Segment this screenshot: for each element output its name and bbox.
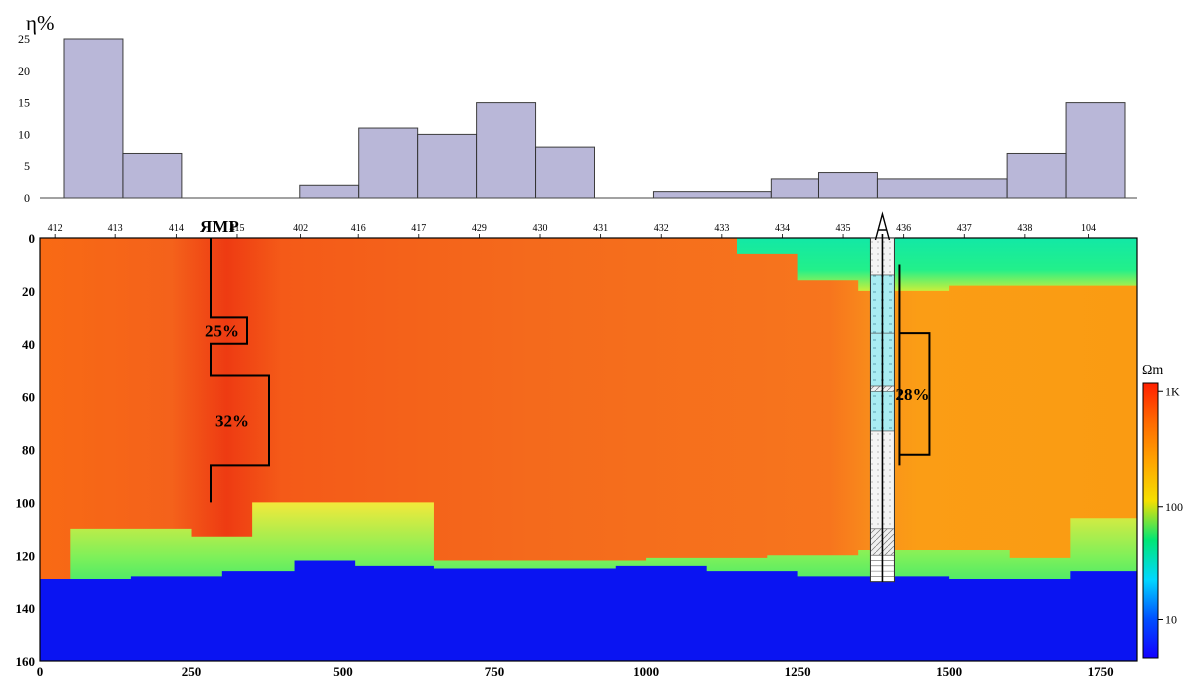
station-label: 104	[1081, 223, 1096, 234]
histogram-y-label: η%	[26, 11, 54, 35]
station-label: 432	[654, 223, 669, 234]
surface-conductive-layer	[664, 238, 1137, 291]
station-label: 434	[775, 223, 790, 234]
histogram-bar	[535, 146, 595, 199]
distance-tick-label: 1250	[785, 664, 811, 679]
station-label: 435	[836, 223, 851, 234]
colorbar-ticks: 1K 100 10	[1158, 384, 1183, 627]
station-label: 415	[229, 223, 244, 234]
depth-tick-label: 0	[29, 231, 36, 246]
histogram-y-tick: 5	[24, 159, 30, 173]
station-label: 414	[169, 223, 184, 234]
station-label: 413	[108, 223, 123, 234]
histogram-y-ticks: 0 5 10 15 20 25	[18, 32, 30, 205]
nmr-value-32: 32%	[215, 411, 249, 430]
colorbar-tick-label: 1K	[1165, 384, 1180, 398]
histogram-bar	[770, 178, 819, 199]
histogram-bar	[476, 102, 537, 199]
histogram-bar	[817, 172, 878, 199]
distance-tick-label: 1000	[633, 664, 659, 679]
distance-tick-label: 0	[37, 664, 44, 679]
histogram-bar	[1006, 152, 1067, 199]
resistivity-colorbar: Ωm 1K 100 10	[1142, 363, 1183, 659]
histogram-y-tick: 0	[24, 191, 30, 205]
depth-tick-label: 60	[22, 390, 35, 405]
station-label: 433	[714, 223, 729, 234]
colorbar-tick-label: 10	[1165, 613, 1177, 627]
station-labels: 412 413 414 415 402 416 417 429 430 431 432 433 434 4…	[48, 223, 1096, 240]
station-label: 437	[957, 223, 972, 234]
histogram-bar	[122, 152, 183, 199]
station-label: 438	[1017, 223, 1032, 234]
nmr-value-25: 25%	[205, 322, 239, 341]
drill-rig-icon	[874, 211, 891, 241]
distance-tick-label: 1750	[1088, 664, 1114, 679]
porosity-histogram: η% 0 5 10 15 20 25	[18, 11, 1137, 205]
borehole-profile-line	[898, 264, 931, 466]
resistivity-section: 0 20 40 60 80 100 120 140 160 0 250 500 750 1000 1250…	[16, 231, 1138, 679]
histogram-bar	[358, 127, 419, 199]
depth-tick-label: 20	[22, 284, 35, 299]
section-frame	[39, 237, 1138, 662]
depth-tick-label: 140	[16, 601, 36, 616]
station-label: 402	[293, 223, 308, 234]
borehole-value-28: 28%	[895, 385, 929, 404]
distance-tick-label: 500	[333, 664, 353, 679]
depth-tick-label: 100	[16, 495, 36, 510]
section-distance-ticks: 0 250 500 750 1000 1250 1500 1750	[37, 664, 1114, 679]
distance-tick-label: 250	[182, 664, 202, 679]
borehole-log	[869, 211, 895, 583]
histogram-y-tick: 10	[18, 127, 30, 141]
histogram-bars	[63, 38, 1126, 199]
depth-tick-label: 160	[16, 654, 36, 669]
nmr-profile-line	[210, 238, 270, 503]
conductive-basement	[40, 560, 1137, 661]
section-depth-ticks: 0 20 40 60 80 100 120 140 160	[16, 231, 36, 669]
borehole-porosity: 28%	[895, 264, 931, 466]
station-label: 436	[896, 223, 911, 234]
histogram-bar	[652, 191, 772, 199]
depth-tick-label: 80	[22, 443, 35, 458]
station-label: 431	[593, 223, 608, 234]
histogram-bar	[63, 38, 124, 199]
station-label: 417	[411, 223, 426, 234]
station-label: 416	[351, 223, 366, 234]
colorbar-unit-label: Ωm	[1142, 363, 1163, 378]
colorbar-tick-label: 100	[1165, 500, 1183, 514]
nmr-profile: ЯМР 25% 32%	[200, 217, 270, 503]
station-label: 430	[533, 223, 548, 234]
depth-tick-label: 40	[22, 337, 35, 352]
histogram-y-tick: 20	[18, 64, 30, 78]
station-label: 429	[472, 223, 487, 234]
distance-tick-label: 750	[485, 664, 505, 679]
histogram-bar	[417, 133, 478, 199]
distance-tick-label: 1500	[936, 664, 962, 679]
depth-tick-label: 120	[16, 548, 36, 563]
colorbar-scale	[1142, 382, 1159, 659]
nmr-label: ЯМР	[200, 217, 239, 236]
station-label: 412	[48, 223, 63, 234]
histogram-y-tick: 25	[18, 32, 30, 46]
histogram-y-tick: 15	[18, 96, 30, 110]
histogram-bar	[1065, 102, 1126, 199]
histogram-bar	[299, 184, 360, 199]
histogram-bar	[876, 178, 1008, 199]
